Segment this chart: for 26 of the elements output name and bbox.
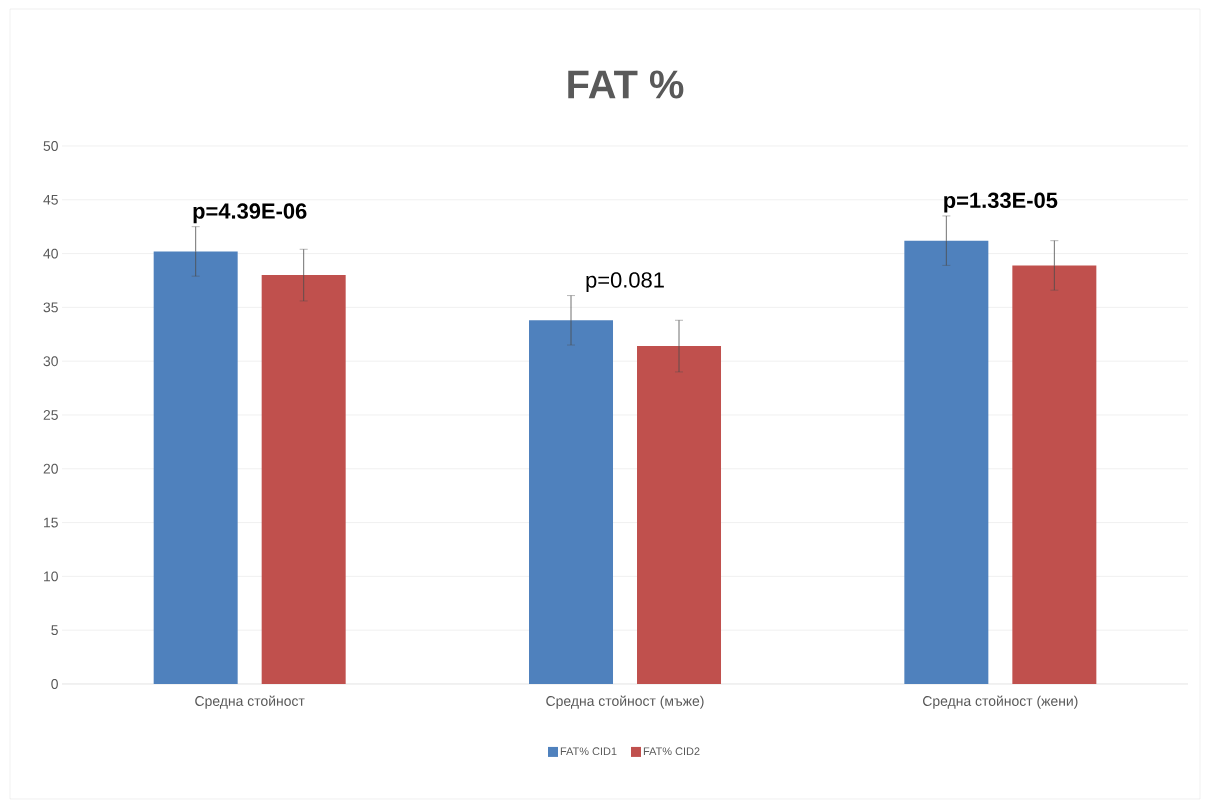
bar	[1012, 265, 1097, 684]
bar	[637, 346, 722, 684]
y-tick-label: 20	[43, 463, 58, 474]
y-tick-label: 45	[43, 194, 58, 205]
bar	[261, 275, 346, 684]
legend-label: FAT% CID1	[560, 747, 617, 756]
y-tick-label: 50	[43, 141, 58, 151]
bar	[904, 240, 989, 684]
y-tick-label: 35	[43, 302, 58, 313]
y-tick-label: 30	[43, 356, 58, 367]
y-tick-label: 15	[44, 517, 58, 528]
legend-label: FAT% CID2	[643, 747, 700, 756]
y-tick-label: 5	[51, 625, 58, 636]
y-tick-label: 40	[43, 248, 58, 259]
bar	[529, 320, 614, 684]
y-tick-label: 25	[43, 410, 58, 420]
annotation: p=0.081	[586, 272, 664, 293]
annotation: p=4.39E-06	[193, 203, 307, 224]
bar	[153, 251, 238, 684]
annotation: p=1.33E-05	[944, 192, 1058, 213]
y-tick-label: 0	[51, 679, 58, 689]
chart-title: FAT %	[568, 70, 684, 99]
x-tick-label: Средна стойност (мъже)	[546, 695, 704, 709]
x-tick-label: Средна стойност	[195, 695, 305, 709]
y-tick-label: 10	[44, 571, 58, 582]
x-tick-label: Средна стойност (жени)	[923, 695, 1078, 709]
